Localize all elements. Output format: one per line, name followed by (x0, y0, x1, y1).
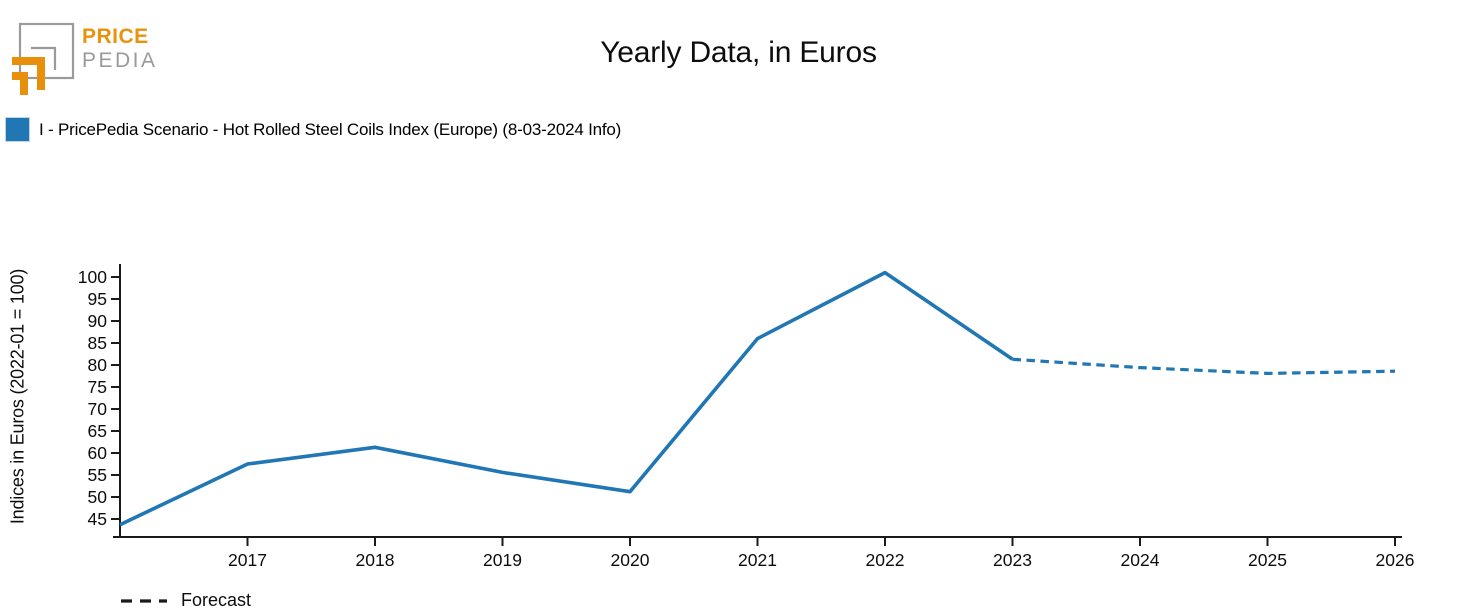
x-tick-label: 2018 (356, 550, 395, 570)
series-line-solid (119, 270, 1014, 527)
forecast-dash-sample (121, 598, 167, 603)
x-tick-label: 2025 (1248, 550, 1287, 570)
y-tick-label: 90 (88, 311, 108, 331)
y-tick-label: 60 (88, 443, 108, 463)
y-tick-label: 95 (88, 289, 107, 309)
x-tick-label: 2021 (738, 550, 777, 570)
pricepedia-logo: PRICE PEDIA (10, 12, 180, 104)
x-tick-label: 2023 (993, 550, 1032, 570)
y-tick-label: 50 (88, 487, 108, 507)
forecast-legend-label: Forecast (181, 590, 252, 610)
y-tick-label: 75 (88, 377, 107, 397)
logo-orange-bracket-large (12, 57, 45, 90)
logo-orange-bracket-small (12, 72, 28, 95)
y-tick-label: 55 (88, 465, 107, 485)
y-tick-label: 100 (78, 267, 107, 287)
x-tick-label: 2017 (228, 550, 267, 570)
x-tick-label: 2024 (1121, 550, 1160, 570)
chart-title: Yearly Data, in Euros (600, 36, 877, 69)
pricepedia-logo-icon (12, 22, 75, 95)
y-tick-label: 45 (88, 509, 107, 529)
series-line-forecast (1012, 357, 1396, 375)
logo-outer-square (18, 22, 75, 80)
y-tick-label: 65 (88, 421, 107, 441)
y-tick-label: 70 (88, 399, 108, 419)
x-tick-label: 2019 (483, 550, 522, 570)
x-tick-label: 2022 (866, 550, 905, 570)
x-tick-label: 2020 (611, 550, 650, 570)
forecast-legend-item: Forecast (120, 590, 251, 611)
logo-wordmark: PRICE PEDIA (82, 26, 158, 71)
series-legend-item[interactable]: I - PricePedia Scenario - Hot Rolled Ste… (5, 117, 621, 142)
logo-gray-bracket (31, 46, 57, 70)
series-legend-label: I - PricePedia Scenario - Hot Rolled Ste… (39, 119, 622, 139)
series-legend-swatch (5, 117, 30, 142)
y-tick-label: 85 (88, 333, 107, 353)
logo-word-price: PRICE (82, 25, 149, 48)
x-tick-label: 2026 (1376, 550, 1415, 570)
y-tick-label: 80 (88, 355, 108, 375)
logo-word-pedia: PEDIA (82, 49, 158, 72)
